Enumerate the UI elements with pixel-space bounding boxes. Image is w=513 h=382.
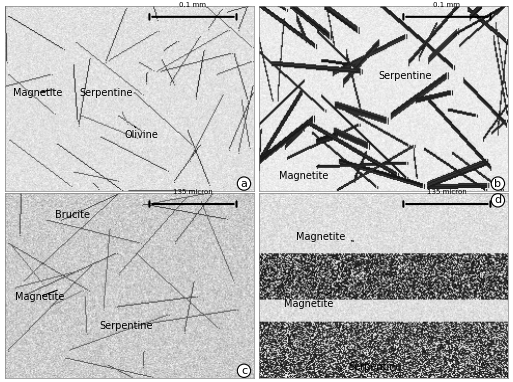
Text: Magnetite: Magnetite <box>15 290 65 302</box>
Text: Olivine: Olivine <box>125 126 159 141</box>
Text: a: a <box>241 179 247 189</box>
Text: Magnetite: Magnetite <box>284 292 333 309</box>
Text: Magnetite: Magnetite <box>13 88 62 98</box>
Text: 0.1 mm: 0.1 mm <box>180 2 206 8</box>
Text: 135 micron: 135 micron <box>173 189 213 195</box>
Text: 0.1 mm: 0.1 mm <box>433 2 460 8</box>
Text: d: d <box>495 195 502 205</box>
Text: 135 micron: 135 micron <box>427 189 467 195</box>
Text: Brucite: Brucite <box>55 210 90 220</box>
Text: Magnetite: Magnetite <box>279 165 328 181</box>
Text: c: c <box>241 366 247 376</box>
Text: Serpentine: Serpentine <box>349 362 402 372</box>
Text: Serpentine: Serpentine <box>80 88 133 98</box>
Text: b: b <box>495 179 501 189</box>
Text: Serpentine: Serpentine <box>100 321 153 331</box>
Text: Serpentine: Serpentine <box>379 71 432 81</box>
Text: Magnetite: Magnetite <box>297 232 353 242</box>
